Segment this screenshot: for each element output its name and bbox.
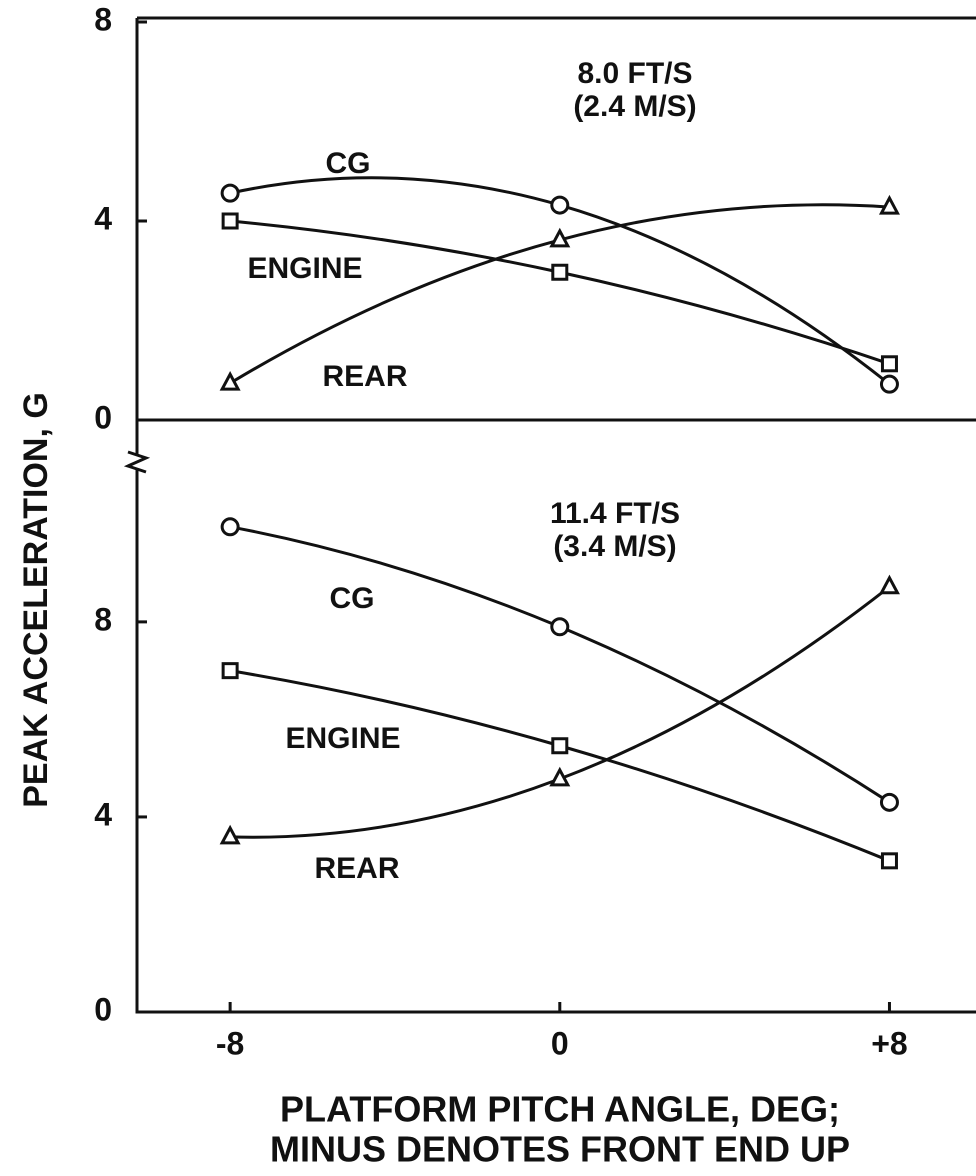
marker	[221, 662, 239, 680]
marker	[221, 212, 239, 230]
marker	[549, 766, 571, 787]
y-axis-label: PEAK ACCELERATION, G	[17, 392, 55, 808]
annotation: (3.4 M/S)	[553, 530, 676, 563]
x-tick-label: +8	[871, 1025, 907, 1061]
series-label: REAR	[314, 852, 399, 885]
marker	[550, 617, 570, 637]
series-label: CG	[326, 147, 371, 180]
y-tick-label: 0	[94, 399, 112, 435]
x-tick-label: 0	[551, 1025, 569, 1061]
marker	[878, 194, 900, 215]
marker	[549, 227, 571, 248]
axis-break	[123, 450, 151, 474]
marker	[550, 195, 570, 215]
marker	[880, 852, 898, 870]
marker	[551, 737, 569, 755]
y-tick-label: 8	[94, 1, 112, 37]
marker	[880, 355, 898, 373]
series-label: ENGINE	[247, 252, 362, 285]
series-label: REAR	[322, 360, 407, 393]
annotation: (2.4 M/S)	[573, 90, 696, 123]
y-tick-label: 0	[94, 991, 112, 1027]
marker	[878, 574, 900, 595]
y-tick-label: 8	[94, 601, 112, 637]
marker	[219, 370, 241, 391]
series-line	[229, 525, 891, 804]
y-tick-label: 4	[94, 796, 112, 832]
marker	[220, 183, 240, 203]
marker	[219, 824, 241, 845]
marker	[220, 517, 240, 537]
x-tick-label: -8	[216, 1025, 244, 1061]
y-tick-label: 4	[94, 200, 112, 236]
series-label: ENGINE	[285, 722, 400, 755]
marker	[879, 374, 899, 394]
x-axis-label: MINUS DENOTES FRONT END UP	[270, 1129, 850, 1170]
marker	[551, 263, 569, 281]
marker	[879, 792, 899, 812]
series-label: CG	[330, 582, 375, 615]
annotation: 8.0 FT/S	[577, 57, 692, 90]
x-axis-label: PLATFORM PITCH ANGLE, DEG;	[280, 1089, 840, 1130]
annotation: 11.4 FT/S	[550, 497, 680, 530]
